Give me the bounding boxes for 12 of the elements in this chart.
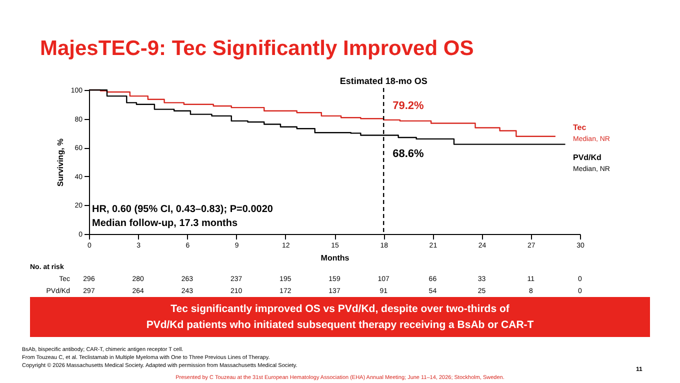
annotation: Median follow-up, 17.3 months: [92, 218, 238, 229]
annotation: 68.6%: [392, 148, 424, 160]
ref-line-label: Estimated 18-mo OS: [340, 76, 428, 86]
text: Tec: [573, 123, 587, 132]
annotation: 79.2%: [392, 100, 424, 112]
y-axis-title: Surviving, %: [56, 138, 65, 187]
annotation: HR, 0.60 (95% CI, 0.43–0.83); P=0.0020: [92, 204, 274, 215]
text: PVd/Kd patients who initiated subsequent therapy receiving a BsAb or CAR-T: [146, 319, 534, 331]
text: Tec significantly improved OS vs PVd/Kd, despite over two-thirds of: [170, 303, 510, 315]
chart-title: MajesTEC-9: Tec Significantly Improved OS: [40, 37, 474, 60]
series-label: PVd/Kd: [573, 153, 602, 162]
x-axis-title: Months: [320, 254, 350, 262]
